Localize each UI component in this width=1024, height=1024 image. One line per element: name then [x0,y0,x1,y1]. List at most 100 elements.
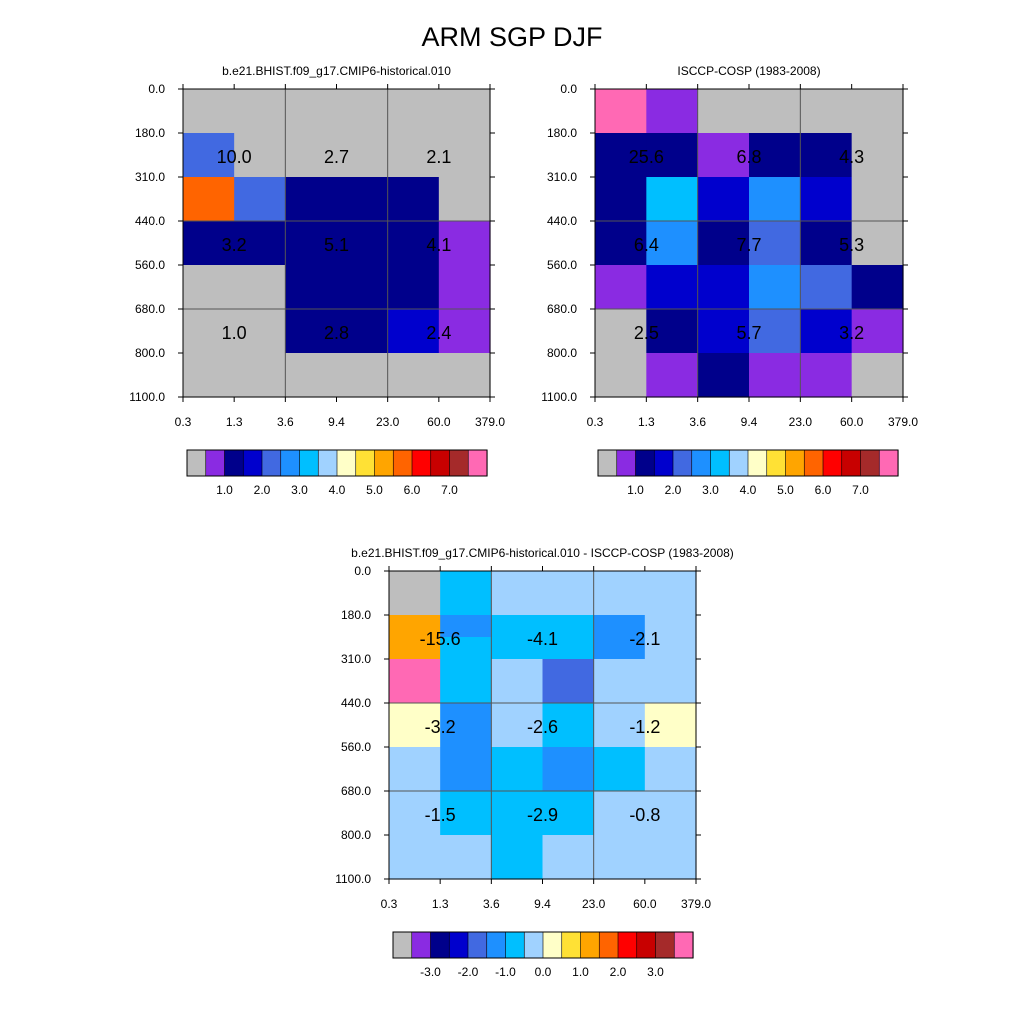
cell-value-label: 5.1 [324,235,349,255]
colorbar-tick-label: 4.0 [740,483,757,497]
heatmap-cell [646,177,699,222]
cell-value-label: 2.5 [634,323,659,343]
heatmap-panel-3: b.e21.BHIST.f09_g17.CMIP6-historical.010… [335,546,734,979]
panel-title: b.e21.BHIST.f09_g17.CMIP6-historical.010… [351,546,734,560]
colorbar-swatch [636,931,657,959]
colorbar: -3.0 -2.0 -1.0 0.0 1.0 2.0 3.0 [392,931,694,979]
cell-value-label: 4.1 [426,235,451,255]
colorbar-swatch [710,449,730,477]
colorbar-tick-label: 3.0 [647,965,664,979]
colorbar-tick-label: 3.0 [702,483,719,497]
colorbar-swatch [486,931,507,959]
panel-title: ISCCP-COSP (1983-2008) [677,64,820,78]
heatmap-cell [336,89,389,134]
heatmap-cell [800,265,853,310]
heatmap-cell [387,177,440,222]
heatmap-cell [336,221,389,266]
heatmap-cell [595,221,647,266]
colorbar-swatch [766,449,787,477]
heatmap-cell [644,571,697,616]
heatmap-cell [389,791,441,836]
heatmap-cell [646,353,699,398]
heatmap-cell [542,747,595,792]
x-tick-label: 1.3 [226,415,243,429]
x-tick-label: 0.3 [381,897,398,911]
y-tick-label: 310.0 [341,652,371,666]
heatmap-cell [595,309,647,354]
y-tick-label: 800.0 [135,346,165,360]
heatmap-cell [183,177,235,222]
heatmap-cell [697,177,750,222]
cell-value-label: 4.3 [839,147,864,167]
x-tick-label: 23.0 [789,415,813,429]
heatmap-cell [595,89,647,134]
y-tick-label: 310.0 [547,170,577,184]
colorbar-tick-label: 5.0 [366,483,383,497]
colorbar-swatch [374,449,394,477]
cell-value-label: -4.1 [527,629,558,649]
cell-value-label: -2.9 [527,805,558,825]
heatmap-cell [183,221,235,266]
heatmap-cell [595,177,647,222]
heatmap-cell [749,265,801,310]
colorbar-swatch [673,931,694,959]
heatmap-cell [183,133,235,178]
cell-value-label: 2.1 [426,147,451,167]
heatmap-cell [595,353,647,398]
heatmap-cell [438,177,491,222]
cell-value-label: -0.8 [629,805,660,825]
colorbar-tick-label: 3.0 [291,483,308,497]
heatmap-cell [440,659,492,704]
heatmap-cell [800,221,853,266]
colorbar-swatch [580,931,600,959]
heatmap-cell [234,353,286,398]
heatmap-cell [593,747,646,792]
colorbar-swatch [224,449,244,477]
y-tick-label: 560.0 [547,258,577,272]
y-tick-label: 440.0 [135,214,165,228]
heatmap-cell [800,177,853,222]
figure-title: ARM SGP DJF [421,22,602,52]
heatmap-cell [387,309,440,354]
colorbar: 1.0 2.0 3.0 4.0 5.0 6.0 7.0 [597,449,899,497]
heatmap-cell [336,265,389,310]
colorbar-swatch [317,449,338,477]
x-tick-label: 1.3 [432,897,449,911]
colorbar-swatch [803,449,824,477]
heatmap-cell [851,265,904,310]
heatmap-cell [646,133,699,178]
heatmap-cell [800,89,853,134]
heatmap-cell [491,659,544,704]
heatmap-cell [644,703,697,748]
heatmap-cell [595,265,647,310]
heatmap-cell [389,747,441,792]
y-tick-label: 180.0 [341,608,371,622]
colorbar-tick-label: 1.0 [572,965,589,979]
y-tick-label: 440.0 [341,696,371,710]
heatmap-cell [336,353,389,398]
colorbar-swatch [542,931,563,959]
heatmap-cell [440,747,492,792]
colorbar-swatch [448,931,469,959]
colorbar-tick-label: 6.0 [404,483,421,497]
heatmap-cell [646,221,699,266]
heatmap-cell [440,791,492,836]
cell-value-label: 5.3 [839,235,864,255]
heatmap-cell [285,133,338,178]
y-tick-label: 800.0 [547,346,577,360]
colorbar-swatch [655,931,675,959]
heatmap-cell [749,353,801,398]
cell-value-label: -1.5 [425,805,456,825]
heatmap-cell [336,177,389,222]
heatmap-cell [542,835,595,880]
colorbar-tick-label: -3.0 [420,965,441,979]
heatmap-cell [183,353,235,398]
colorbar-tick-label: 7.0 [852,483,869,497]
heatmap-cell [491,615,544,638]
colorbar-swatch [467,449,488,477]
colorbar-swatch [691,449,712,477]
x-tick-label: 1.3 [638,415,655,429]
colorbar-tick-label: 7.0 [441,483,458,497]
x-tick-label: 379.0 [475,415,505,429]
colorbar-swatch [617,931,638,959]
